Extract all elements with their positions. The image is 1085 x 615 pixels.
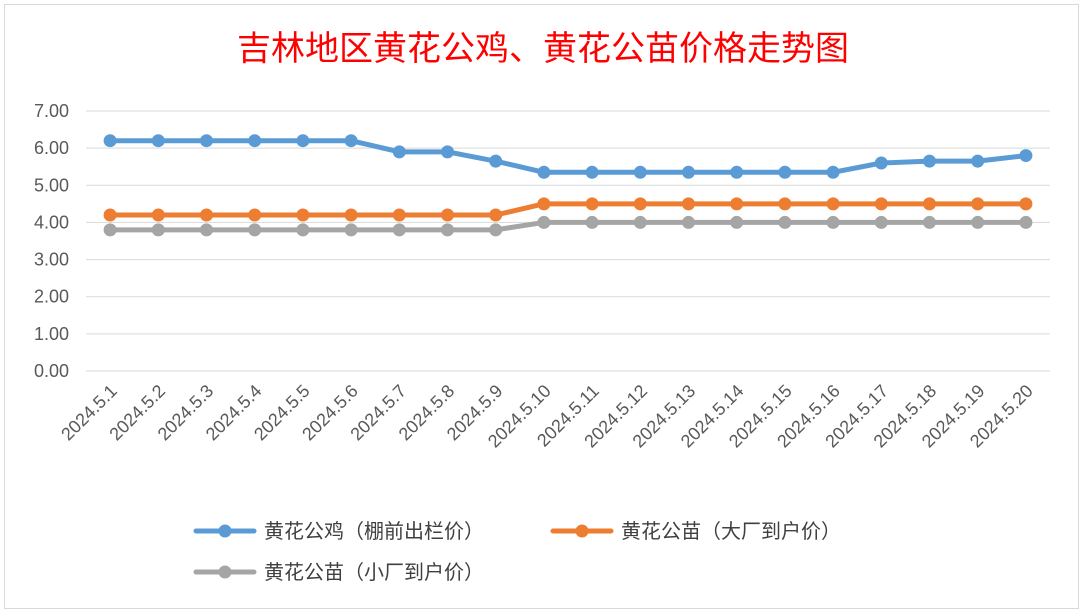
data-point [151,134,165,148]
legend-swatch-marker [575,524,589,538]
data-point [537,165,551,179]
data-point [923,197,936,211]
data-point [537,197,551,211]
data-point [103,208,117,222]
data-point [392,145,406,159]
series-line [107,201,1029,218]
data-point [441,208,454,222]
data-point [248,208,262,222]
y-tick-label: 4.00 [34,212,69,232]
y-tick-label: 3.00 [34,250,69,270]
data-point [1019,197,1033,211]
data-point [392,223,406,237]
data-point [826,197,840,211]
y-axis-ticks: 0.00 1.00 2.00 3.00 4.00 5.00 6.00 7.00 [34,101,69,381]
data-point [1019,215,1033,229]
series-1 [103,134,1033,179]
y-tick-label: 0.00 [34,361,69,381]
y-tick-label: 1.00 [34,324,69,344]
data-point [392,208,406,222]
data-point [874,197,888,211]
data-point [778,197,792,211]
data-point [682,197,695,211]
data-point [296,208,310,222]
series-3 [103,215,1033,237]
data-point [248,134,262,148]
series-line [107,219,1029,233]
grid-lines [86,110,1050,372]
data-point [344,208,358,222]
legend-item: 黄花公鸡（棚前出栏价） [193,519,484,543]
data-point [730,165,744,179]
data-point [633,197,647,211]
legend-item: 黄花公苗（小厂到户价） [193,560,484,584]
data-point [730,215,744,229]
data-point [923,215,936,229]
series-group [103,134,1033,237]
data-point [296,134,310,148]
data-point [730,197,744,211]
data-point [923,154,936,168]
data-point [248,223,262,237]
data-point [585,165,599,179]
data-point [489,154,503,168]
y-tick-label: 6.00 [34,138,69,158]
y-tick-label: 2.00 [34,287,69,307]
data-point [778,165,792,179]
data-point [344,223,358,237]
data-point [778,215,792,229]
data-point [633,215,647,229]
data-point [585,215,599,229]
data-point [1019,149,1033,163]
data-point [971,197,985,211]
data-point [633,165,647,179]
data-point [151,208,165,222]
data-point [344,134,358,148]
data-point [682,165,695,179]
data-point [537,215,551,229]
data-point [103,134,117,148]
series-2 [103,197,1033,222]
data-point [826,165,840,179]
legend-item: 黄花公苗（大厂到户价） [550,519,841,543]
data-point [200,223,213,237]
legend-label: 黄花公苗（小厂到户价） [264,560,484,584]
data-point [826,215,840,229]
legend-swatch-marker [218,565,232,579]
x-axis-ticks: 2024.5.12024.5.22024.5.32024.5.42024.5.5… [57,381,1036,452]
chart-title: 吉林地区黄花公鸡、黄花公苗价格走势图 [237,29,849,69]
data-point [103,223,117,237]
legend-label: 黄花公鸡（棚前出栏价） [264,519,484,543]
legend-swatch-marker [218,524,232,538]
data-point [296,223,310,237]
data-point [441,145,454,159]
data-point [441,223,454,237]
data-point [489,223,503,237]
data-point [971,154,985,168]
data-point [200,134,213,148]
data-point [874,156,888,170]
data-point [682,215,695,229]
chart-frame [4,4,1079,609]
data-point [151,223,165,237]
data-point [200,208,213,222]
y-tick-label: 7.00 [34,101,69,121]
data-point [971,215,985,229]
data-point [489,208,503,222]
series-line [107,138,1029,175]
data-point [874,215,888,229]
legend-label: 黄花公苗（大厂到户价） [621,519,841,543]
y-tick-label: 5.00 [34,175,69,195]
legend: 黄花公鸡（棚前出栏价） 黄花公苗（大厂到户价） 黄花公苗（小厂到户价） [193,519,841,584]
data-point [585,197,599,211]
